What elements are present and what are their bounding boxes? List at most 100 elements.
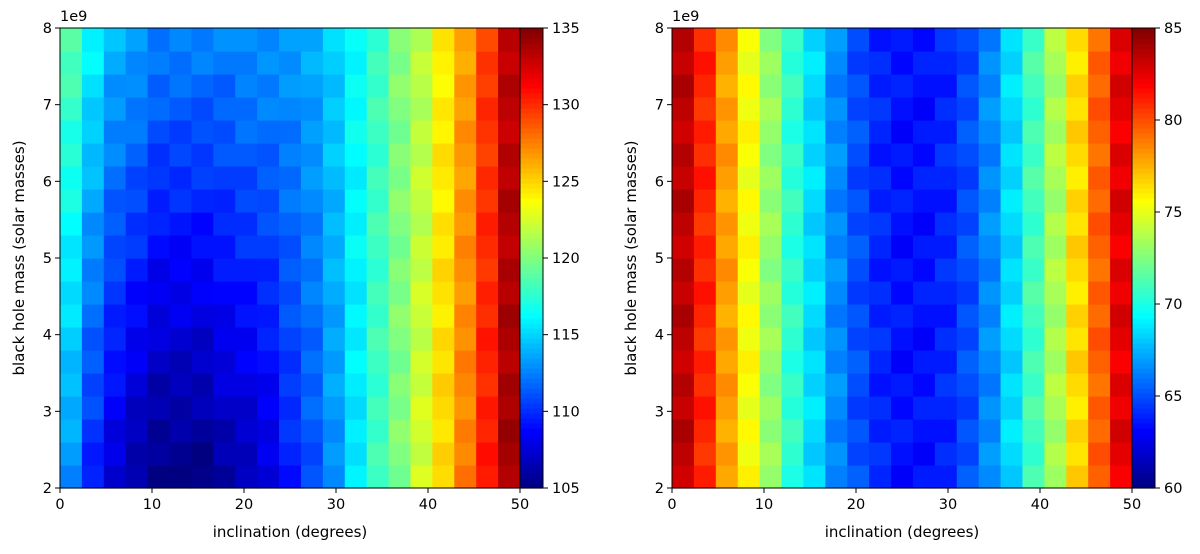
heatmap-cell xyxy=(781,396,805,420)
colorbar-band xyxy=(520,328,543,334)
heatmap-cell xyxy=(213,419,236,443)
heatmap-cell xyxy=(81,281,105,305)
heatmap-cell xyxy=(322,189,346,213)
heatmap-cell xyxy=(147,327,171,351)
heatmap-cell xyxy=(1066,396,1089,420)
heatmap-cell xyxy=(715,304,739,328)
heatmap-cell xyxy=(81,74,105,98)
heatmap-cell xyxy=(410,350,433,374)
heatmap-cell xyxy=(213,396,236,420)
heatmap-cell xyxy=(715,28,739,52)
heatmap-cell xyxy=(432,120,455,144)
heatmap-cell xyxy=(388,258,412,282)
heatmap-cell xyxy=(869,212,892,236)
heatmap-cell xyxy=(191,51,214,75)
heatmap-cell xyxy=(410,442,433,466)
colorbar-band xyxy=(520,283,543,289)
heatmap-cell xyxy=(978,419,1002,443)
colorbar-band xyxy=(1132,428,1155,434)
y-tick-label: 3 xyxy=(43,404,52,420)
heatmap-cell xyxy=(825,166,848,190)
heatmap-2-x-ticks xyxy=(671,488,1133,493)
heatmap-cell xyxy=(476,74,499,98)
heatmap-cell xyxy=(344,166,368,190)
colorbar-band xyxy=(520,243,543,249)
heatmap-cell xyxy=(825,304,848,328)
heatmap-cell xyxy=(344,281,368,305)
heatmap-cell xyxy=(956,143,980,167)
heatmap-cell xyxy=(432,235,455,259)
colorbar-band xyxy=(1132,423,1155,429)
heatmap-cell xyxy=(81,28,105,52)
colorbar-band xyxy=(1132,398,1155,404)
heatmap-cell xyxy=(891,212,914,236)
heatmap-cell xyxy=(103,143,127,167)
heatmap-cell xyxy=(81,373,105,397)
colorbar-band xyxy=(1132,188,1155,194)
heatmap-cell xyxy=(978,442,1002,466)
heatmap-cell xyxy=(432,465,455,489)
colorbar-band xyxy=(1132,433,1155,439)
heatmap-cell xyxy=(125,28,149,52)
colorbar-band xyxy=(520,463,543,469)
colorbar-band xyxy=(1132,378,1155,384)
heatmap-cell xyxy=(388,373,412,397)
heatmap-cell xyxy=(759,327,783,351)
heatmap-cell xyxy=(103,97,127,121)
colorbar-band xyxy=(520,108,543,114)
heatmap-cell xyxy=(191,304,214,328)
heatmap-cell xyxy=(213,373,236,397)
heatmap-cell xyxy=(191,74,214,98)
heatmap-cell xyxy=(103,166,127,190)
heatmap-cell xyxy=(1088,396,1111,420)
heatmap-cell xyxy=(147,419,171,443)
heatmap-cell xyxy=(934,442,958,466)
heatmap-cell xyxy=(1066,74,1089,98)
heatmap-cell xyxy=(803,189,826,213)
colorbar-band xyxy=(520,138,543,144)
heatmap-cell xyxy=(825,442,848,466)
heatmap-cell xyxy=(1088,235,1111,259)
colorbar-band xyxy=(520,203,543,209)
heatmap-cell xyxy=(825,350,848,374)
heatmap-cell xyxy=(781,97,805,121)
heatmap-cell xyxy=(125,396,149,420)
heatmap-cell xyxy=(300,97,324,121)
heatmap-cell xyxy=(956,212,980,236)
colorbar-band xyxy=(520,83,543,89)
colorbar-tick-label: 85 xyxy=(1164,21,1182,37)
y-offset-label: 1e9 xyxy=(60,9,87,25)
y-tick-label: 2 xyxy=(43,481,52,497)
heatmap-cell xyxy=(410,212,433,236)
heatmap-cell xyxy=(279,465,302,489)
heatmap-panel-2: 0 10 20 30 40 50 2 3 4 5 6 7 8 1e9 incli… xyxy=(622,9,1182,541)
heatmap-cell xyxy=(410,396,433,420)
colorbar-tick-label: 120 xyxy=(552,251,580,267)
heatmap-cell xyxy=(803,419,826,443)
heatmap-cell xyxy=(81,120,105,144)
colorbar-band xyxy=(520,223,543,229)
heatmap-cell xyxy=(737,235,761,259)
heatmap-cell xyxy=(891,373,914,397)
heatmap-cell xyxy=(213,235,236,259)
heatmap-cell xyxy=(781,442,805,466)
heatmap-cell xyxy=(1044,350,1067,374)
heatmap-cell xyxy=(825,258,848,282)
heatmap-cell xyxy=(279,327,302,351)
heatmap-cell xyxy=(344,465,368,489)
colorbar-band xyxy=(520,78,543,84)
heatmap-cell xyxy=(1000,212,1024,236)
heatmap-cell xyxy=(737,396,761,420)
heatmap-cell xyxy=(1022,97,1045,121)
colorbar-band xyxy=(1132,78,1155,84)
heatmap-cell xyxy=(103,258,127,282)
heatmap-cell xyxy=(279,442,302,466)
heatmap-cell xyxy=(978,373,1002,397)
heatmap-cell xyxy=(672,258,695,282)
heatmap-cell xyxy=(1022,327,1045,351)
heatmap-cell xyxy=(103,74,127,98)
heatmap-cell xyxy=(781,28,805,52)
heatmap-cell xyxy=(803,465,826,489)
heatmap-cell xyxy=(1022,465,1045,489)
heatmap-cell xyxy=(693,51,717,75)
